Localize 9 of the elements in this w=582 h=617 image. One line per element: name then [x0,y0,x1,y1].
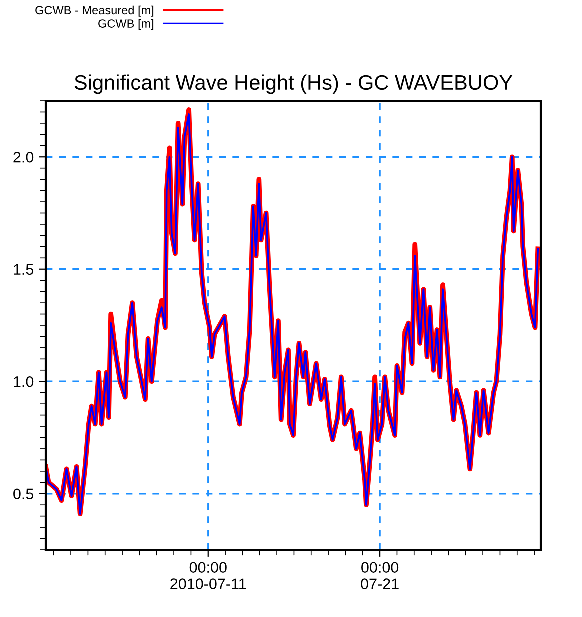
legend-label: GCWB [m] [98,19,154,30]
chart-title: Significant Wave Height (Hs) - GC WAVEBUOY [74,74,513,94]
y-tick-label: 1.0 [14,376,34,388]
y-tick-label: 1.5 [14,264,34,276]
y-tick-label: 0.5 [14,488,34,500]
x-tick-label: 00:00 07-21 [361,562,399,590]
x-tick-label: 00:00 2010-07-11 [170,562,246,590]
legend-label: GCWB - Measured [m] [36,6,154,17]
y-tick-label: 2.0 [14,152,34,163]
